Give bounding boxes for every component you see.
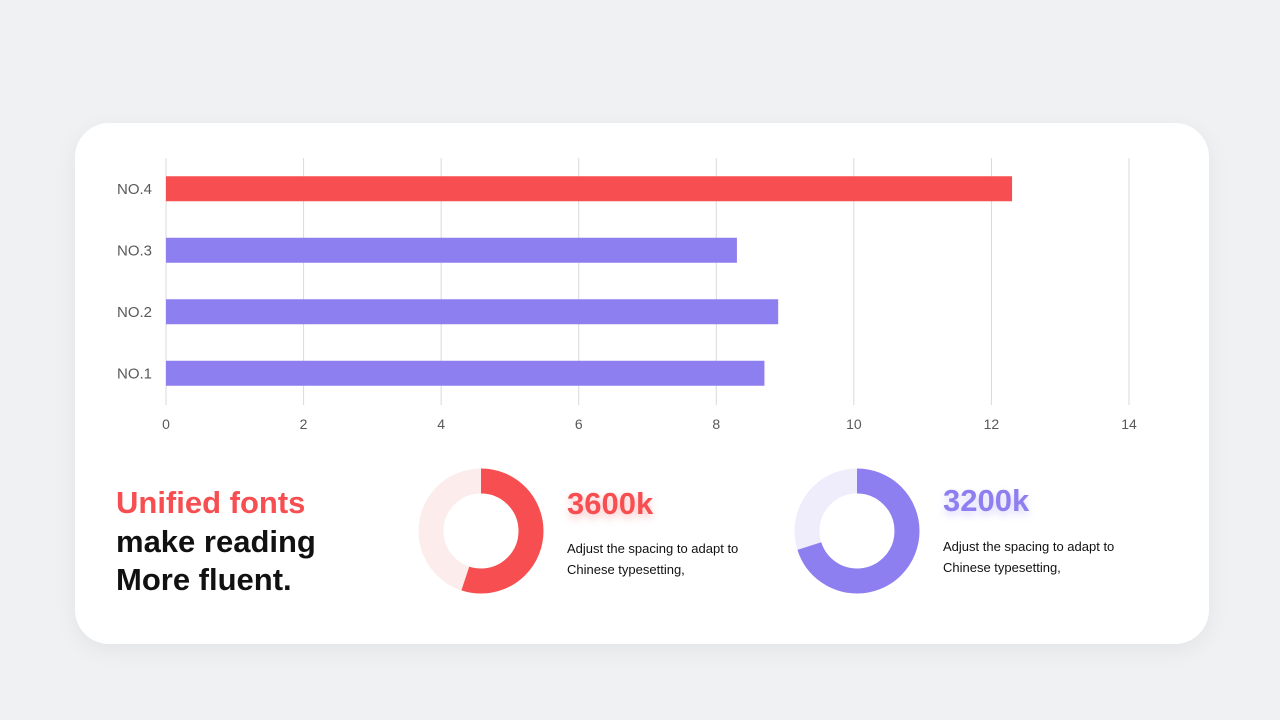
y-category-label: NO.2 — [117, 304, 152, 321]
x-tick-label: 0 — [162, 416, 170, 432]
bar — [166, 176, 1013, 202]
stat-value-1: 3600k — [567, 486, 654, 521]
x-tick-label: 2 — [300, 416, 308, 432]
x-tick-label: 12 — [984, 416, 1000, 432]
bar — [166, 299, 779, 325]
stat-value-2: 3200k — [943, 483, 1030, 518]
donut-chart-1 — [418, 468, 544, 594]
x-tick-label: 8 — [712, 416, 720, 432]
headline: Unified fonts make reading More fluent. — [116, 484, 316, 600]
bar — [166, 237, 737, 263]
donut-chart-2 — [794, 468, 920, 594]
stat-description-2: Adjust the spacing to adapt to Chinese t… — [943, 539, 1115, 575]
donut-value-arc — [418, 468, 544, 594]
bar — [166, 360, 765, 386]
bar-chart: 0 2 4 6 8 10 12 14 NO.4 NO.3 NO.2 NO.1 — [117, 158, 1137, 432]
stat-description-1: Adjust the spacing to adapt to Chinese t… — [567, 541, 739, 577]
headline-line-3: More fluent. — [116, 562, 292, 597]
x-tick-label: 4 — [437, 416, 445, 432]
donut-value-arc — [794, 468, 920, 594]
x-tick-label: 14 — [1121, 416, 1137, 432]
headline-line-1: Unified fonts — [116, 485, 306, 520]
y-category-label: NO.4 — [117, 181, 152, 198]
y-category-label: NO.3 — [117, 242, 152, 259]
y-category-label: NO.1 — [117, 365, 152, 382]
headline-line-2: make reading — [116, 523, 316, 559]
x-tick-label: 6 — [575, 416, 583, 432]
x-tick-label: 10 — [846, 416, 862, 432]
